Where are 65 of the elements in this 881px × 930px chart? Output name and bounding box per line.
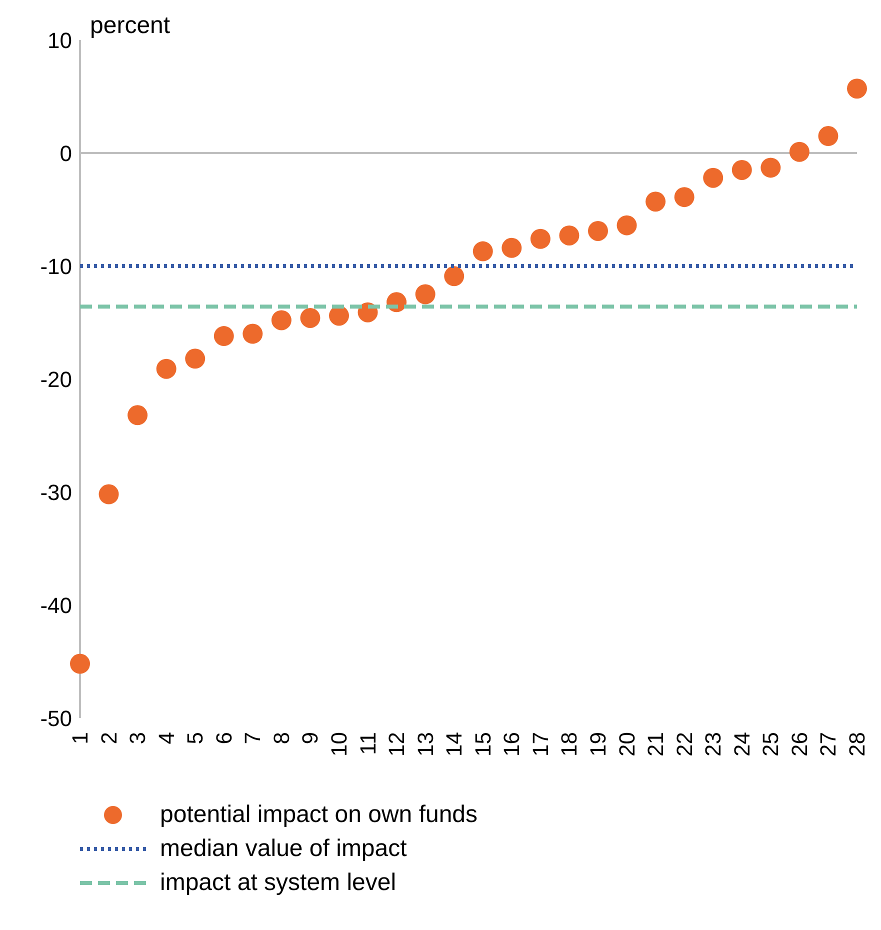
point [674, 187, 694, 208]
point [588, 220, 608, 241]
legend-label: potential impact on own funds [160, 801, 478, 829]
x-tick-label: 10 [326, 732, 352, 756]
x-tick-label: 1 [68, 732, 92, 744]
x-tick-label: 9 [298, 732, 323, 744]
point [271, 310, 292, 330]
point [70, 654, 90, 674]
legend-label: median value of impact [160, 835, 407, 863]
point [502, 238, 522, 258]
x-tick-label: 25 [758, 732, 784, 756]
point [156, 358, 176, 379]
x-tick-label: 7 [240, 732, 266, 744]
point [760, 158, 781, 178]
point [329, 306, 349, 326]
point [530, 228, 550, 249]
point [128, 405, 148, 426]
x-tick-label: 15 [470, 732, 496, 756]
point [444, 266, 464, 286]
point [703, 168, 724, 188]
y-tick-label: -10 [40, 254, 72, 279]
y-tick-label: -50 [40, 706, 72, 731]
point [214, 326, 234, 346]
point [242, 324, 263, 344]
x-tick-label: 5 [182, 732, 208, 744]
x-tick-label: 18 [556, 732, 582, 756]
x-tick-label: 19 [586, 732, 610, 756]
point [559, 225, 580, 246]
y-tick-label: -40 [40, 592, 72, 618]
x-tick-label: 11 [355, 732, 380, 755]
point [818, 126, 838, 146]
x-tick-label: 17 [528, 732, 553, 756]
x-tick-label: 12 [384, 732, 410, 756]
x-tick-label: 20 [614, 732, 640, 756]
point [415, 284, 436, 304]
point [847, 78, 867, 99]
point [616, 215, 637, 236]
x-tick-label: 8 [268, 732, 294, 744]
x-tick-label: 26 [786, 732, 812, 756]
x-tick-label: 3 [125, 732, 150, 744]
x-tick-label: 4 [154, 732, 179, 744]
y-tick-label: 10 [48, 28, 72, 53]
x-tick-label: 2 [96, 732, 122, 744]
y-axis-title: percent [90, 12, 170, 40]
y-tick-label: 0 [60, 140, 72, 166]
point [98, 484, 119, 504]
x-tick-label: 27 [816, 732, 841, 756]
x-tick-label: 14 [442, 732, 467, 756]
y-tick-label: -30 [40, 480, 72, 505]
point [472, 241, 493, 262]
x-tick-label: 13 [412, 732, 438, 756]
x-tick-label: 22 [672, 732, 697, 756]
x-tick-label: 16 [499, 732, 524, 756]
x-tick-label: 23 [700, 732, 726, 756]
x-tick-label: 28 [844, 732, 870, 756]
y-tick-label: -20 [40, 366, 72, 392]
point [732, 160, 752, 180]
legend-label: impact at system level [160, 869, 396, 897]
x-tick-label: 21 [643, 732, 668, 756]
point [185, 348, 206, 369]
x-tick-label: 6 [211, 732, 236, 744]
point [300, 308, 320, 328]
x-tick-label: 24 [729, 732, 754, 756]
point [646, 192, 666, 212]
point [789, 142, 810, 162]
